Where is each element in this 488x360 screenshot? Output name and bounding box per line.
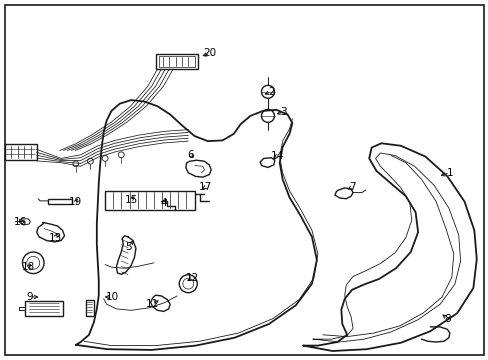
Text: 16: 16 xyxy=(14,217,27,228)
Text: 12: 12 xyxy=(185,273,199,283)
Text: 13: 13 xyxy=(48,233,62,243)
Text: 14: 14 xyxy=(270,150,284,161)
Text: 2: 2 xyxy=(267,87,274,97)
Text: 4: 4 xyxy=(160,198,167,208)
Text: 17: 17 xyxy=(198,182,212,192)
Text: 8: 8 xyxy=(443,314,450,324)
Text: 11: 11 xyxy=(145,299,159,309)
Text: 1: 1 xyxy=(446,168,452,178)
Text: 6: 6 xyxy=(187,150,194,160)
Text: 10: 10 xyxy=(106,292,119,302)
Text: 7: 7 xyxy=(348,182,355,192)
Text: 9: 9 xyxy=(26,292,33,302)
Text: 18: 18 xyxy=(21,262,35,272)
Text: 15: 15 xyxy=(124,195,138,205)
Text: 20: 20 xyxy=(203,48,216,58)
Text: 3: 3 xyxy=(280,107,286,117)
Text: 19: 19 xyxy=(69,197,82,207)
Text: 5: 5 xyxy=(124,242,131,252)
